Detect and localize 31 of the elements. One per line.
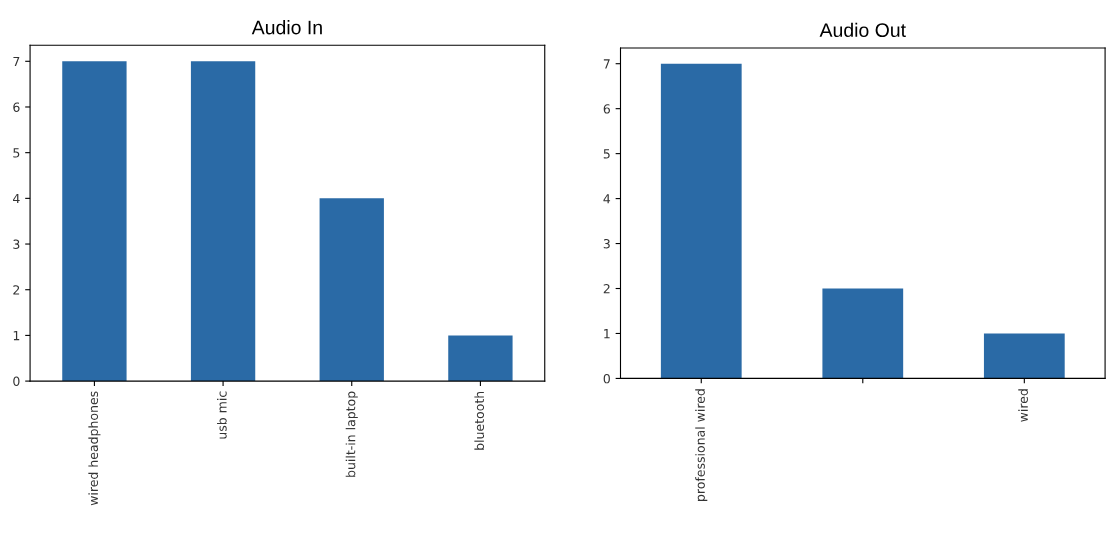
y-tick-label: 6 — [603, 104, 610, 114]
y-tick-label: 2 — [603, 283, 610, 294]
y-tick-label: 1 — [13, 331, 20, 341]
y-tick-label: 4 — [13, 193, 20, 204]
y-tick-label: 6 — [13, 102, 20, 112]
bar — [822, 288, 904, 379]
y-tick-label: 4 — [603, 194, 611, 204]
x-tick-label: bluetooth — [474, 391, 485, 450]
x-tick-label: built-in laptop — [345, 391, 358, 477]
y-tick-label: 2 — [13, 285, 20, 295]
y-tick-label: 7 — [603, 59, 610, 69]
y-tick-label: 0 — [13, 376, 20, 387]
x-tick-label: usb mic — [217, 391, 227, 439]
bar — [983, 333, 1065, 379]
x-tick-label: wired — [1018, 389, 1028, 422]
chart-title: Audio Out — [819, 22, 906, 38]
x-tick-label: professional wired — [695, 389, 708, 501]
y-tick-label: 1 — [604, 329, 610, 339]
y-tick-label: 0 — [603, 373, 610, 384]
chart-title: Audio In — [251, 20, 322, 35]
x-tick-label: wired headphones — [88, 391, 101, 506]
bar — [62, 61, 127, 382]
y-tick-label: 7 — [13, 56, 20, 67]
y-tick-label: 3 — [603, 239, 610, 249]
bar — [660, 63, 742, 379]
bar — [448, 335, 513, 382]
bar — [190, 61, 256, 382]
y-tick-label: 5 — [603, 149, 610, 159]
y-tick-label: 3 — [13, 239, 20, 249]
y-tick-label: 5 — [13, 148, 20, 158]
bar — [319, 198, 384, 382]
